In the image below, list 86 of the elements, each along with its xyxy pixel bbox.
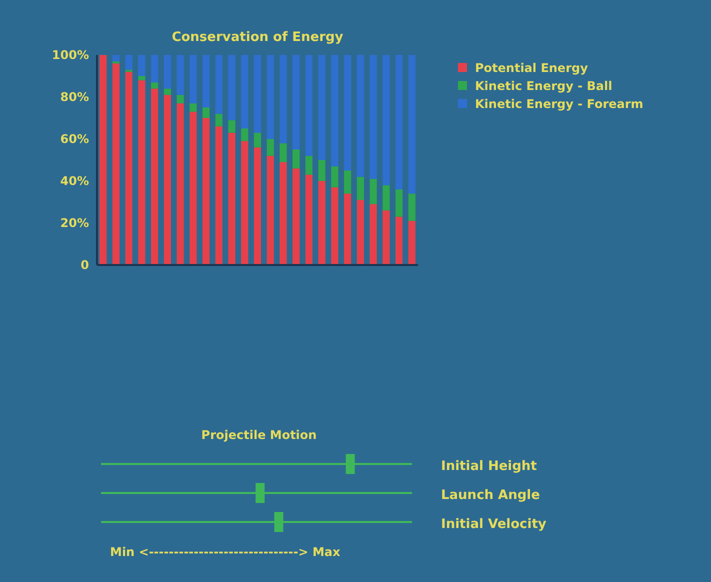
bar [241,128,248,142]
bar [215,114,222,126]
bar [382,185,390,210]
bar [305,55,312,156]
legend-label: Kinetic Energy - Ball [475,79,612,93]
bar [112,55,120,62]
bar [344,194,352,265]
text: Initial Velocity [441,517,547,532]
bar [228,132,236,265]
bar [266,156,274,265]
bar [292,150,300,168]
bar [215,55,222,114]
bar [370,178,377,204]
bar [318,55,326,160]
bar [356,176,364,200]
bar [138,76,146,80]
bar [305,156,312,175]
bar [395,189,403,217]
text: Initial Height [441,459,537,474]
bar [331,55,338,166]
bar [228,55,236,120]
bar [408,194,416,221]
bar [266,139,274,156]
bar [112,63,120,265]
bar [344,55,352,170]
y-tick-label: 60% [60,132,89,146]
bar [125,72,132,265]
text: Projectile Motion [201,428,317,442]
bar [408,220,416,265]
bar [254,147,262,265]
bar [395,216,403,265]
bar [241,55,248,128]
bar [382,55,390,186]
bar [138,80,146,265]
bar [331,187,338,265]
y-tick-label: 20% [60,216,89,230]
bar [292,168,300,265]
text: Min <------------------------------> Max [110,545,341,559]
bar [408,55,416,194]
text: Launch Angle [441,488,540,503]
bar [318,160,326,181]
bar [356,55,364,177]
bar [202,108,210,118]
bar [292,55,300,150]
bar [100,55,107,265]
bar [164,55,171,89]
bar [151,88,158,265]
bar [151,55,158,82]
bar [344,170,352,194]
bar [254,55,262,133]
bar [138,55,146,76]
bar [280,162,287,265]
legend-label: Kinetic Energy - Forearm [475,97,644,111]
bar [382,210,390,265]
bar [280,143,287,162]
bar [331,166,338,188]
bar [356,200,364,265]
bar [151,82,158,89]
bar [164,88,171,95]
bar [190,103,197,112]
bar [370,204,377,265]
bar [176,103,184,265]
bar [190,112,197,265]
bar [395,55,403,190]
y-tick-label: 0 [80,258,89,272]
bar [164,94,171,265]
bar [280,55,287,144]
bar [254,132,262,148]
y-tick-label: 40% [60,174,89,188]
bar [228,120,236,133]
bar [176,94,184,104]
chart-title: Conservation of Energy [172,30,344,45]
bar [202,118,210,265]
bar [190,55,197,104]
bar [318,181,326,265]
bar [370,55,377,179]
y-tick-label: 100% [52,48,89,62]
y-tick-label: 80% [60,90,89,104]
bar [305,174,312,265]
legend-label: Potential Energy [475,61,588,75]
bar [266,55,274,139]
bar [176,55,184,95]
bar [215,126,222,265]
bar [125,55,132,70]
bar [241,141,248,265]
bar [202,55,210,108]
